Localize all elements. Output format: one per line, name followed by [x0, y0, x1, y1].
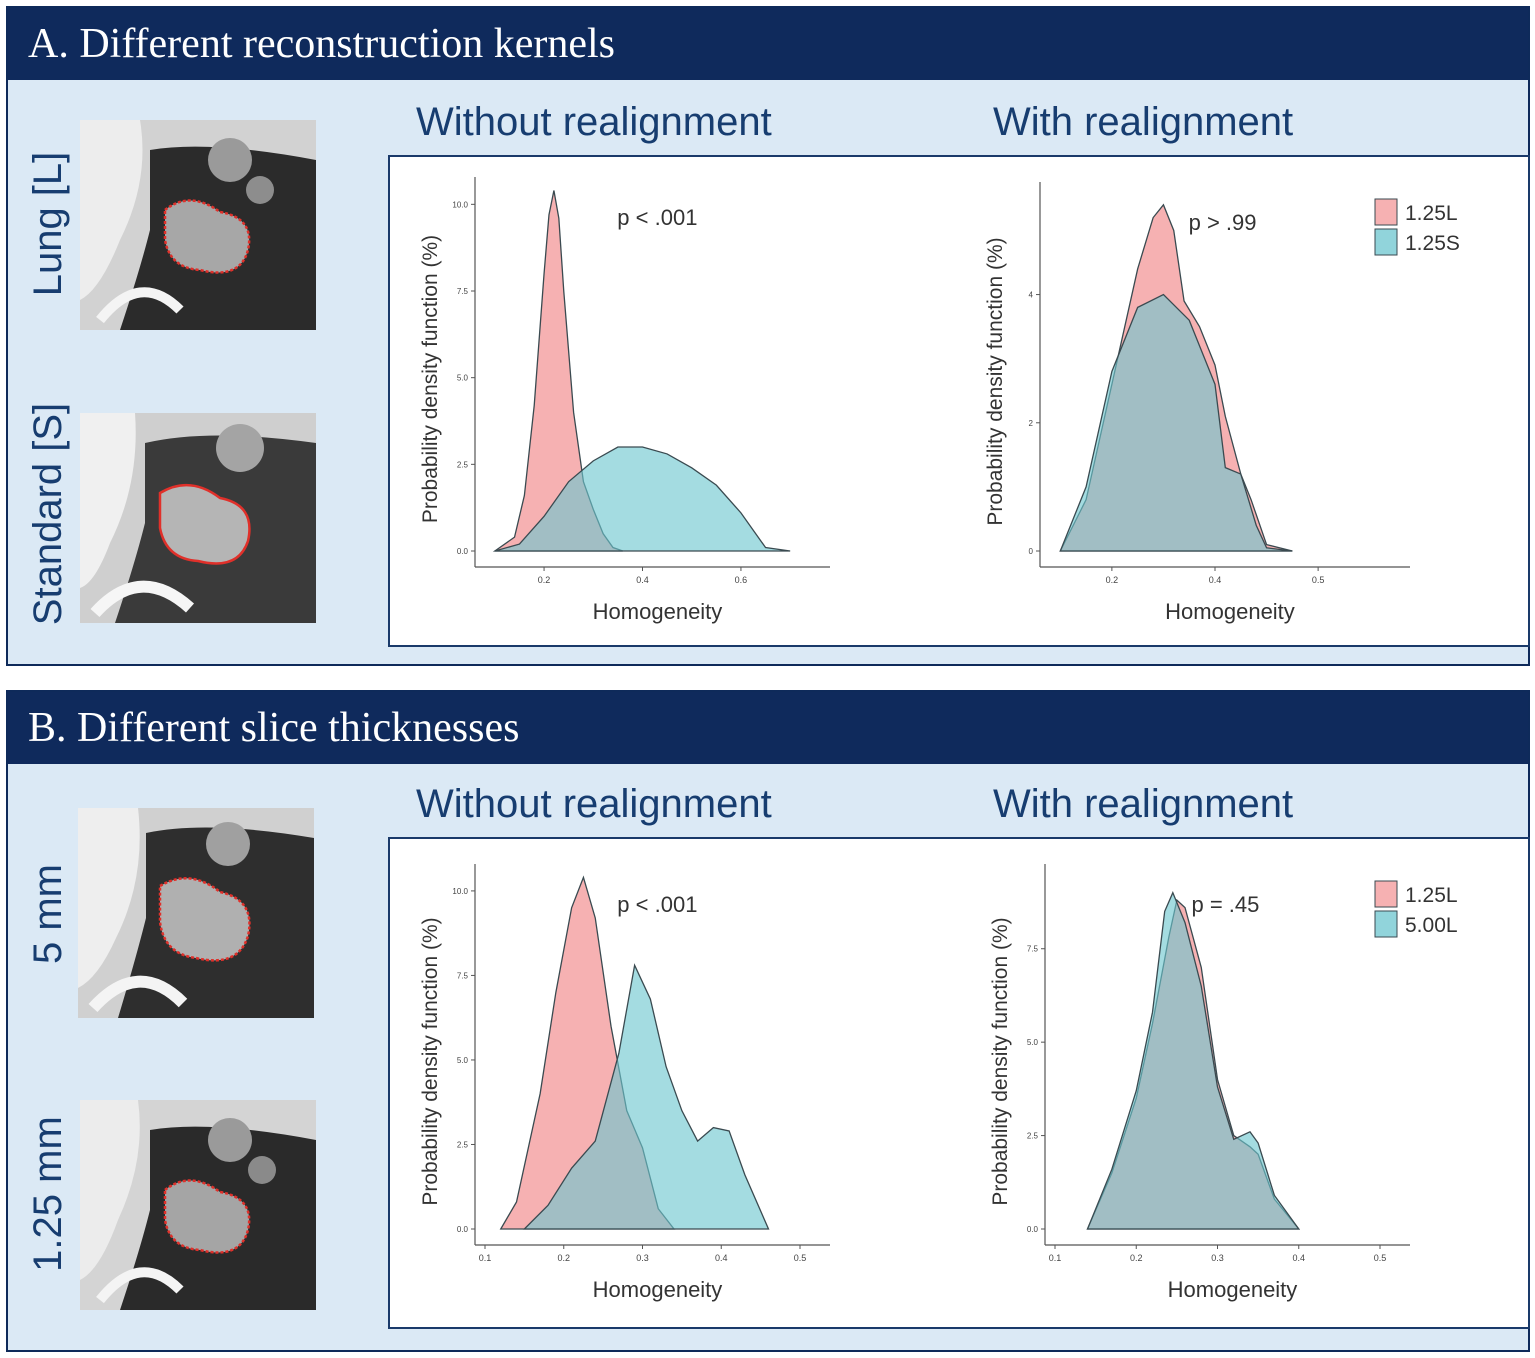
- x-tick-label: 0.2: [557, 1253, 570, 1263]
- x-tick-label: 0.6: [735, 575, 748, 585]
- subtitle-a-without: Without realignment: [416, 100, 772, 144]
- density-area-2: [1086, 891, 1301, 1230]
- x-tick-label: 0.4: [636, 575, 649, 585]
- ct-image-standard-kernel: [80, 413, 316, 623]
- y-axis-label: Probability density function (%): [419, 917, 442, 1205]
- y-axis-label: Probability density function (%): [419, 235, 442, 523]
- chart-box-a: 0.2 0.4 0.6 0.0 2.5 5.0 7.5 10.0 Homogeneity Prob…: [388, 155, 1530, 647]
- density-chart-a-without: 0.2 0.4 0.6 0.0 2.5 5.0 7.5 10.0 Homogeneity Prob…: [419, 177, 830, 624]
- subtitle-b-without: Without realignment: [416, 782, 772, 826]
- x-tick-label: 0.4: [715, 1253, 728, 1263]
- x-axis-label: Homogeneity: [1165, 599, 1295, 624]
- y-tick-label: 0.0: [1027, 1225, 1039, 1234]
- legend-swatch: [1374, 910, 1398, 938]
- row-label-5mm: 5 mm: [26, 864, 70, 964]
- density-chart-b-without: 0.1 0.2 0.3 0.4 0.5 0.0 2.5 5.0 7.5 10.0 Homogenei…: [419, 864, 830, 1302]
- y-axis-label: Probability density function (%): [984, 237, 1007, 525]
- y-tick-label: 7.5: [457, 971, 469, 980]
- x-tick-label: 0.1: [479, 1253, 492, 1263]
- panel-b-title: B. Different slice thicknesses: [8, 692, 1528, 764]
- y-tick-label: 4: [1029, 291, 1034, 300]
- legend-label: 5.00L: [1405, 914, 1458, 937]
- x-axis-label: Homogeneity: [593, 1277, 723, 1302]
- legend-label: 1.25L: [1405, 884, 1458, 907]
- y-tick-label: 0: [1029, 547, 1034, 556]
- row-label-standard: Standard [S]: [26, 402, 70, 626]
- row-label-125mm: 1.25 mm: [26, 1116, 70, 1272]
- x-tick-label: 0.2: [1106, 575, 1119, 585]
- x-tick-label: 0.5: [1312, 575, 1325, 585]
- x-tick-label: 0.5: [794, 1253, 807, 1263]
- p-value-annotation: p > .99: [1189, 210, 1257, 235]
- x-tick-label: 0.5: [1374, 1253, 1387, 1263]
- y-tick-label: 0.0: [457, 1225, 469, 1234]
- x-axis-label: Homogeneity: [1168, 1277, 1298, 1302]
- density-area-2: [494, 446, 791, 552]
- y-tick-label: 2.5: [457, 460, 469, 469]
- y-tick-label: 7.5: [1027, 945, 1039, 954]
- y-tick-label: 10.0: [452, 887, 468, 896]
- density-chart-a-with: 0.2 0.4 0.5 0 2 4 Homogeneity Probability densi…: [984, 182, 1460, 624]
- ct-image-5mm: [78, 808, 314, 1018]
- chart-box-b: 0.1 0.2 0.3 0.4 0.5 0.0 2.5 5.0 7.5 10.0 Homogenei…: [388, 837, 1530, 1329]
- row-label-lung: Lung [L]: [26, 151, 70, 297]
- x-tick-label: 0.2: [538, 575, 551, 585]
- density-area-2: [1059, 293, 1293, 552]
- legend-swatch: [1374, 228, 1398, 256]
- panel-a-title: A. Different reconstruction kernels: [8, 8, 1528, 80]
- y-tick-label: 7.5: [457, 287, 469, 296]
- x-tick-label: 0.3: [636, 1253, 649, 1263]
- legend-swatch: [1374, 880, 1398, 908]
- y-tick-label: 2: [1029, 419, 1034, 428]
- y-tick-label: 10.0: [452, 200, 468, 209]
- subtitle-a-with: With realignment: [993, 100, 1294, 144]
- density-chart-b-with: 0.1 0.2 0.3 0.4 0.5 0.0 2.5 5.0 7.5 Homogeneity Pr…: [989, 864, 1458, 1302]
- y-tick-label: 5.0: [457, 1056, 469, 1065]
- x-tick-label: 0.1: [1049, 1253, 1062, 1263]
- y-tick-label: 0.0: [457, 547, 469, 556]
- subtitle-b-with: With realignment: [993, 782, 1294, 826]
- legend-swatch: [1374, 198, 1398, 226]
- x-tick-label: 0.3: [1211, 1253, 1224, 1263]
- y-tick-label: 2.5: [1027, 1132, 1039, 1141]
- x-axis-label: Homogeneity: [593, 599, 723, 624]
- y-axis-label: Probability density function (%): [989, 917, 1012, 1205]
- y-tick-label: 2.5: [457, 1140, 469, 1149]
- y-tick-label: 5.0: [457, 374, 469, 383]
- legend-label: 1.25L: [1405, 202, 1458, 225]
- p-value-annotation: p < .001: [617, 892, 697, 917]
- p-value-annotation: p = .45: [1192, 892, 1260, 917]
- p-value-annotation: p < .001: [617, 205, 697, 230]
- legend-label: 1.25S: [1405, 232, 1460, 255]
- y-tick-label: 5.0: [1027, 1038, 1039, 1047]
- x-tick-label: 0.4: [1209, 575, 1222, 585]
- ct-image-lung-kernel: [80, 120, 316, 330]
- ct-image-125mm: [80, 1100, 316, 1310]
- x-tick-label: 0.4: [1292, 1253, 1305, 1263]
- density-area-2: [522, 963, 770, 1230]
- x-tick-label: 0.2: [1130, 1253, 1143, 1263]
